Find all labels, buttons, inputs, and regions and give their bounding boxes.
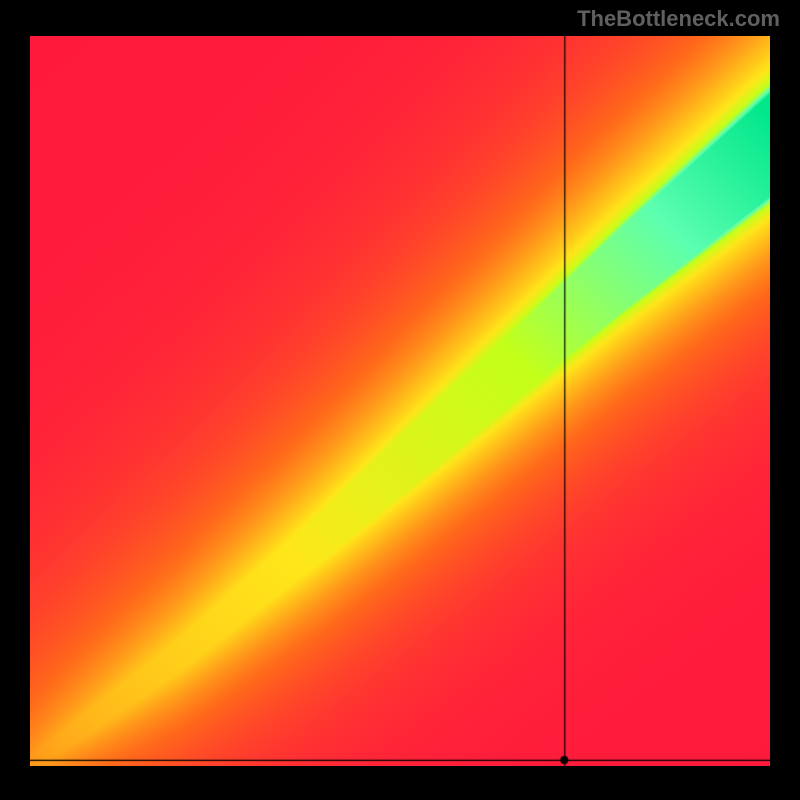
- watermark-text: TheBottleneck.com: [577, 6, 780, 32]
- plot-area: [30, 36, 770, 766]
- bottleneck-heatmap-canvas: [30, 36, 770, 766]
- chart-container: TheBottleneck.com: [0, 0, 800, 800]
